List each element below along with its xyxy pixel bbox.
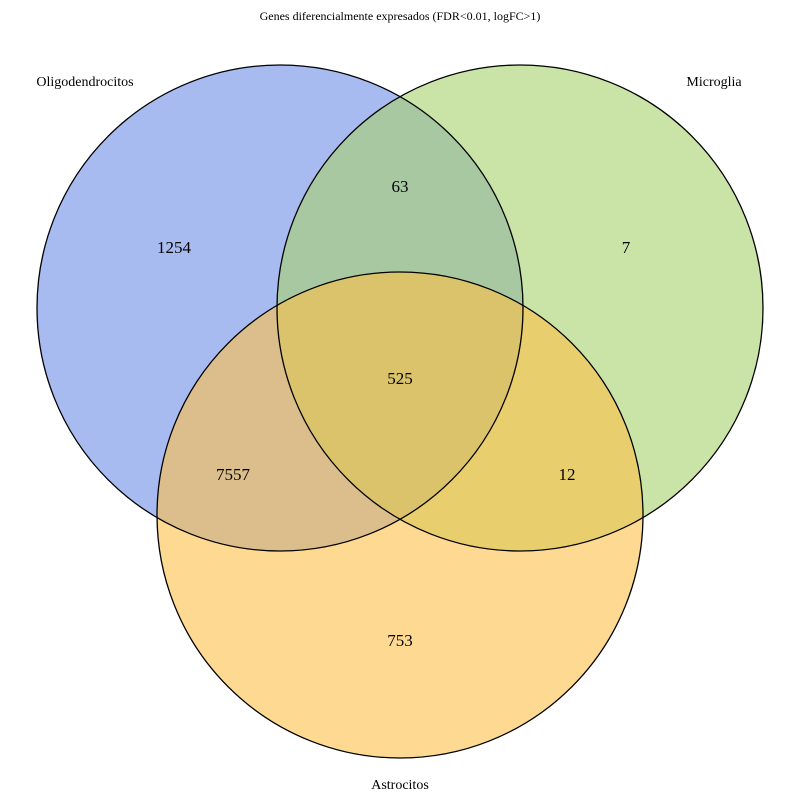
diagram-title: Genes diferencialmente expresados (FDR<0… — [260, 9, 541, 23]
venn-outlines — [36, 64, 764, 759]
set-label-microglia: Microglia — [686, 75, 742, 90]
venn-fills — [37, 65, 763, 758]
count-astrocitos-only: 753 — [387, 631, 413, 650]
count-all-three: 525 — [387, 369, 413, 388]
count-oligodendrocitos-astrocitos: 7557 — [216, 465, 251, 484]
set-label-oligodendrocitos: Oligodendrocitos — [36, 75, 133, 90]
astrocitos-outline — [156, 271, 644, 759]
count-microglia-only: 7 — [622, 238, 631, 257]
microglia-outline — [276, 64, 764, 552]
oligodendrocitos-outline — [36, 64, 524, 552]
count-microglia-astrocitos: 12 — [559, 465, 576, 484]
set-label-astrocitos: Astrocitos — [371, 778, 429, 793]
astrocitos-circle — [157, 272, 643, 758]
count-oligodendrocitos-microglia: 63 — [392, 177, 409, 196]
count-oligodendrocitos-only: 1254 — [157, 238, 192, 257]
